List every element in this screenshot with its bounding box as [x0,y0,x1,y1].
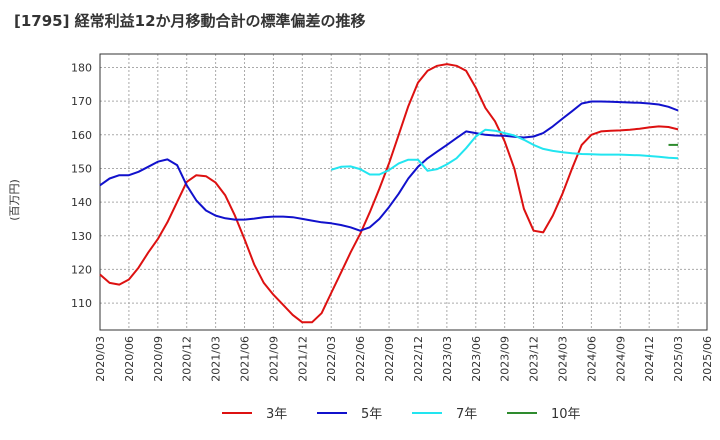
y-tick-label: 130 [71,230,92,243]
x-tick-label: 2025/03 [672,336,685,382]
plot-frame [99,53,708,331]
y-tick-label: 120 [71,263,92,276]
x-tick-label: 2022/03 [325,336,338,382]
y-axis-label: (百万円) [8,179,21,221]
y-axis-ticks: 110 120 130 140 150 160 170 180 [71,61,92,310]
y-tick-label: 160 [71,129,92,142]
series-lines [99,63,679,324]
x-tick-label: 2024/12 [643,336,656,382]
x-tick-label: 2021/09 [267,336,280,382]
series-line-1 [99,100,679,232]
x-tick-label: 2021/12 [296,336,309,382]
y-tick-label: 140 [71,196,92,209]
legend-label: 7年 [456,407,477,422]
x-tick-label: 2023/09 [499,336,512,382]
x-tick-label: 2022/06 [354,336,367,382]
y-tick-label: 180 [71,61,92,74]
x-tick-label: 2023/03 [441,336,454,382]
x-tick-label: 2023/06 [470,336,483,382]
x-tick-label: 2024/03 [556,336,569,382]
x-tick-label: 2021/06 [239,336,252,382]
series-line-0 [99,63,679,324]
y-tick-label: 150 [71,162,92,175]
y-tick-label: 110 [71,297,92,310]
legend: 3年 5年 7年 10年 [222,407,581,422]
chart-title: [1795] 経常利益12か月移動合計の標準偏差の推移 [14,12,366,30]
x-tick-label: 2025/06 [701,336,714,382]
x-tick-label: 2023/12 [528,336,541,382]
legend-label: 10年 [551,407,581,422]
grid-lines [99,54,708,330]
x-tick-label: 2020/12 [181,336,194,382]
x-tick-label: 2020/06 [123,336,136,382]
x-tick-label: 2021/03 [210,336,223,382]
legend-label: 3年 [266,407,287,422]
legend-label: 5年 [361,407,382,422]
x-tick-label: 2020/03 [94,336,107,382]
series-line-2 [330,128,679,176]
x-tick-label: 2020/09 [152,336,165,382]
x-tick-label: 2022/09 [383,336,396,382]
y-tick-label: 170 [71,95,92,108]
x-axis-ticks: 2020/03 2020/06 2020/09 2020/12 2021/03 2021/… [94,336,714,382]
x-tick-label: 2024/06 [585,336,598,382]
x-tick-label: 2024/09 [614,336,627,382]
x-tick-label: 2022/12 [412,336,425,382]
